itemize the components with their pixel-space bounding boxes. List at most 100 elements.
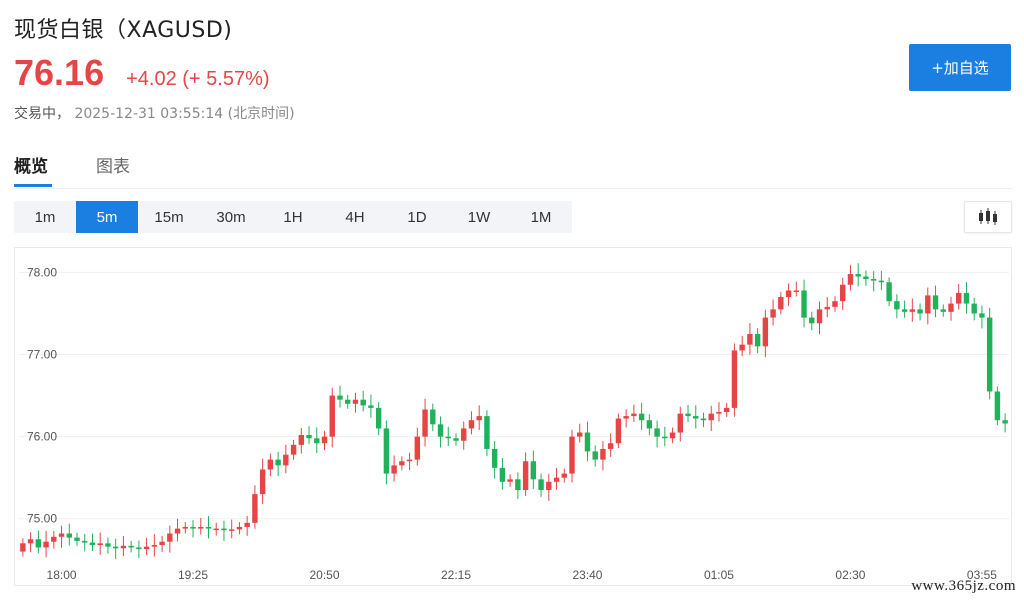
candle-body [468, 420, 475, 429]
candle-body [824, 306, 830, 310]
period-1d[interactable]: 1D [407, 208, 427, 226]
candle-body [855, 274, 861, 277]
period-15m[interactable]: 15m [154, 208, 184, 226]
candle-body [368, 405, 374, 408]
candle-body [406, 459, 413, 462]
status-timezone: (北京时间) [227, 106, 295, 122]
candle-body [58, 533, 65, 537]
candle-body [198, 526, 204, 529]
period-30m[interactable]: 30m [216, 208, 246, 226]
instrument-title: 现货白银（XAGUSD) [14, 18, 233, 43]
candle-body [793, 290, 800, 292]
candle-body [484, 416, 490, 449]
candle-body [290, 444, 297, 455]
candle-body [414, 436, 421, 460]
candle-body [228, 529, 235, 531]
candle-body [577, 432, 583, 437]
period-5m[interactable]: 5m [76, 201, 138, 233]
candle-body [422, 409, 428, 437]
tab-chart[interactable]: 图表 [96, 157, 130, 177]
candle-body [948, 303, 954, 312]
candle-body [530, 461, 537, 480]
active-tab-indicator [14, 184, 52, 187]
candlestick-chart-svg: 75.00 76.00 77.00 78.00 18:00 19:25 20:50 22:15… [19, 263, 1009, 582]
candle-body [1002, 420, 1008, 424]
candle-body [762, 317, 769, 347]
candle-body [267, 459, 274, 470]
candle-body [221, 528, 227, 531]
candle-body [592, 451, 598, 460]
x-tick-label: 02:30 [835, 568, 865, 582]
candle-body [283, 454, 289, 466]
candle-body [120, 545, 127, 549]
candle-body [35, 539, 42, 548]
candle-body [963, 292, 970, 304]
candle-body [383, 428, 390, 474]
candle-body [956, 292, 962, 304]
candle-body [925, 295, 931, 314]
candle-body [971, 303, 977, 314]
period-1w[interactable]: 1W [467, 208, 491, 226]
candle-body [901, 309, 908, 312]
candle-body [607, 443, 614, 449]
candle-body [693, 416, 699, 419]
site-watermark: www.365jz.com [911, 578, 1016, 594]
price-change: +4.02 (+ 5.57%) [126, 68, 270, 90]
candle-body [437, 424, 444, 437]
candle-body [631, 413, 637, 417]
candle-body [352, 399, 359, 404]
candle-body [205, 526, 212, 529]
candle-body [461, 428, 467, 441]
candle-body [306, 434, 312, 439]
candle-body [74, 537, 80, 541]
candle-body [430, 409, 436, 425]
trading-status: 交易中， 2025-12-31 03:55:14 (北京时间) [14, 103, 295, 123]
x-tick-label: 23:40 [572, 568, 602, 582]
last-price: 76.16 [14, 52, 105, 93]
candle-body [151, 545, 158, 547]
candle-body [615, 418, 622, 444]
candle-body [994, 391, 1001, 421]
candle-body [399, 461, 405, 466]
candle-body [128, 545, 134, 548]
candle-body [445, 436, 451, 439]
candle-body [27, 539, 34, 544]
candle-body [778, 297, 784, 310]
candle-body [553, 477, 560, 482]
candle-body [167, 533, 173, 542]
candle-body [840, 284, 846, 302]
x-tick-label: 19:25 [178, 568, 208, 582]
chart-type-button[interactable] [964, 201, 1012, 233]
period-1h[interactable]: 1H [283, 208, 303, 226]
candle-body [259, 469, 266, 495]
candle-body [917, 309, 923, 314]
candle-body [499, 467, 506, 482]
candle-body [716, 412, 722, 414]
x-tick-label: 20:50 [309, 568, 339, 582]
candle-body [569, 436, 575, 474]
candle-body [244, 522, 250, 527]
candle-body [89, 542, 96, 546]
tab-bar: 概览 图表 [14, 148, 1012, 189]
period-4h[interactable]: 4H [345, 208, 365, 226]
candle-body [638, 413, 645, 421]
candle-body [275, 459, 281, 466]
price-chart[interactable]: 75.00 76.00 77.00 78.00 18:00 19:25 20:50 22:15… [14, 247, 1012, 586]
candle-body [909, 309, 916, 312]
candle-body [754, 334, 761, 347]
candle-body [785, 290, 792, 298]
y-tick-label: 76.00 [27, 430, 57, 444]
x-tick-label: 22:15 [441, 568, 471, 582]
candle-body [66, 533, 72, 538]
candle-body [801, 290, 807, 318]
candle-body [507, 479, 513, 482]
candle-body [190, 526, 196, 529]
period-1m[interactable]: 1m [34, 208, 56, 226]
candle-body [298, 434, 305, 445]
period-1mo[interactable]: 1M [530, 208, 552, 226]
add-watchlist-button[interactable]: +加自选 [909, 44, 1011, 91]
tab-overview[interactable]: 概览 [14, 157, 48, 177]
candle-body [623, 416, 629, 419]
x-tick-label: 03:55 [967, 568, 997, 582]
candle-body [112, 546, 119, 549]
